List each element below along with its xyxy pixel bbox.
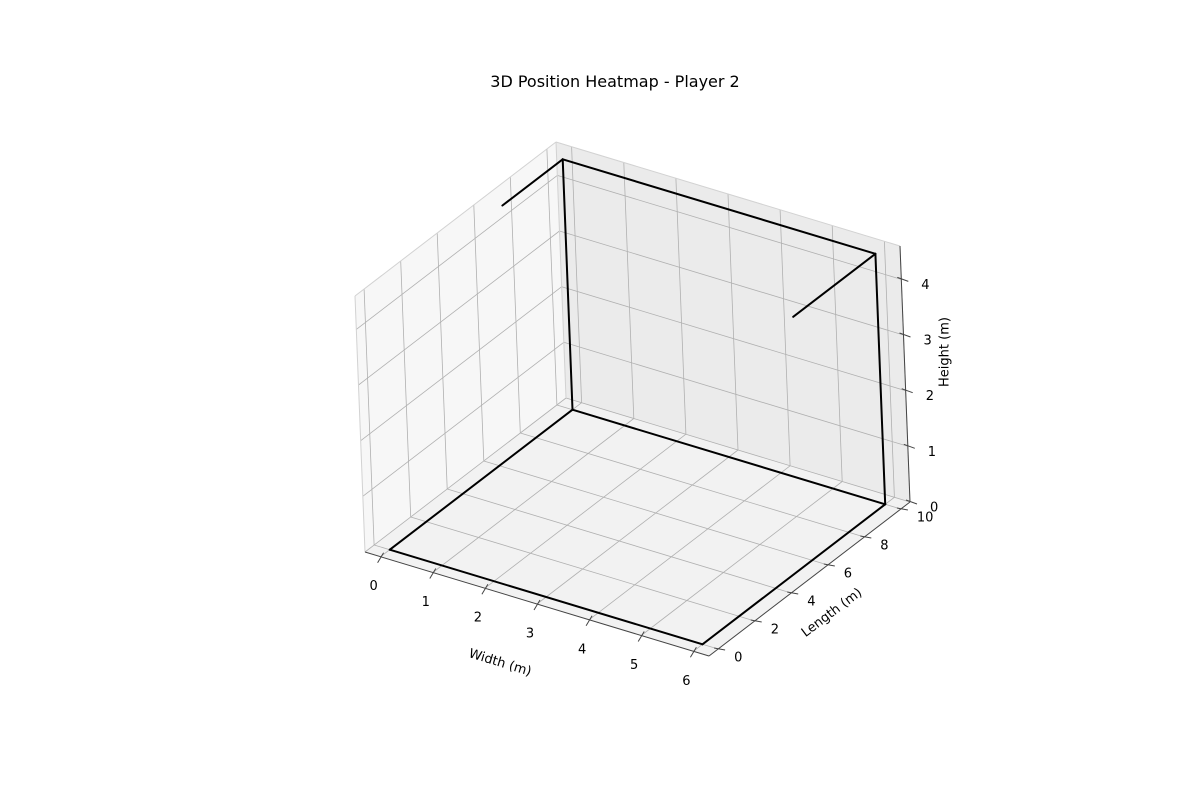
y-tick-label: 0 xyxy=(734,651,742,666)
data-line-segment-0 xyxy=(388,548,704,646)
x-axis-label: Width (m) xyxy=(467,646,533,679)
gridline-y xyxy=(520,432,865,538)
z-tick-label: 0 xyxy=(930,501,938,516)
data-line-segment-8 xyxy=(792,252,877,318)
y-tick-label: 6 xyxy=(844,567,852,582)
x-tick-label: 4 xyxy=(578,642,586,657)
data-line-segment-3 xyxy=(388,408,574,551)
y-axis-tick xyxy=(787,591,799,595)
x-axis-tick xyxy=(533,599,541,611)
data-line-segment-6 xyxy=(561,158,877,255)
gridline-y xyxy=(509,176,521,434)
gridline-z xyxy=(561,286,906,392)
gridline-x xyxy=(432,418,635,573)
pane-edge xyxy=(555,141,567,399)
gridline-z xyxy=(362,341,565,497)
y-axis-tick xyxy=(823,563,835,567)
z-tick-label: 1 xyxy=(928,445,936,460)
gridline-x xyxy=(484,433,687,589)
y-tick-label: 10 xyxy=(917,511,934,526)
gridline-z xyxy=(557,175,902,280)
gridline-x xyxy=(831,225,843,482)
y-axis-tick xyxy=(860,535,872,539)
z-axis-tick xyxy=(905,499,918,505)
gridline-y xyxy=(473,204,485,462)
gridline-x xyxy=(727,193,739,451)
chart-title: 3D Position Heatmap - Player 2 xyxy=(490,72,740,91)
data-line-segment-4 xyxy=(561,158,574,411)
gridline-x xyxy=(623,162,635,419)
gridline-y xyxy=(447,488,792,594)
x-tick-label: 1 xyxy=(422,595,430,610)
gridline-x xyxy=(675,178,687,435)
z-axis-tick xyxy=(897,276,909,282)
gridline-y xyxy=(436,232,448,490)
z-axis-tick xyxy=(901,388,913,394)
data-line-segment-5 xyxy=(874,252,887,506)
x-axis-tick xyxy=(637,631,645,642)
x-tick-label: 0 xyxy=(369,579,377,594)
gridline-y xyxy=(400,260,412,518)
x-axis-line xyxy=(364,551,710,657)
y-tick-label: 8 xyxy=(880,539,888,554)
data-lines xyxy=(388,158,887,646)
y-tick-label: 4 xyxy=(807,595,815,610)
data-line-segment-1 xyxy=(701,503,887,646)
gridline-y xyxy=(410,516,755,622)
gridline-z xyxy=(360,286,562,442)
gridline-x xyxy=(588,465,791,621)
z-axis-label: Height (m) xyxy=(938,317,953,387)
gridline-x xyxy=(779,209,791,466)
gridline-z xyxy=(565,397,911,503)
data-line-segment-7 xyxy=(501,158,564,207)
y-axis-tick xyxy=(750,619,762,623)
z-tick-label: 2 xyxy=(926,389,934,404)
y-axis-line xyxy=(708,501,911,657)
axis-panes xyxy=(355,142,910,656)
pane-edge xyxy=(354,295,366,553)
x-axis-tick xyxy=(585,615,593,627)
gridline-x xyxy=(640,481,843,636)
x-axis-tick xyxy=(429,568,437,579)
x-tick-label: 6 xyxy=(682,674,690,689)
x-tick-label: 2 xyxy=(474,611,482,626)
gridline-y xyxy=(546,148,558,406)
z-axis-tick xyxy=(899,332,911,338)
z-tick-label: 3 xyxy=(924,334,932,349)
gridline-z xyxy=(563,341,908,447)
data-line-segment-2 xyxy=(571,408,887,506)
gridline-y xyxy=(363,288,375,546)
y-tick-label: 2 xyxy=(771,623,779,638)
pane-edge xyxy=(354,141,557,297)
gridline-x xyxy=(536,449,739,605)
y-axis-tick xyxy=(896,507,908,511)
gridline-x xyxy=(571,146,582,403)
gridline-z xyxy=(358,230,560,386)
x-axis-tick xyxy=(689,647,697,658)
gridline-z xyxy=(364,397,567,553)
gridline-y xyxy=(483,460,828,566)
z-tick-label: 4 xyxy=(921,278,929,293)
x-tick-label: 3 xyxy=(526,627,534,642)
pane-edge xyxy=(555,141,901,247)
y-axis-tick xyxy=(714,647,726,651)
x-axis-tick xyxy=(481,583,489,595)
gridline-z xyxy=(559,230,904,336)
gridline-x xyxy=(884,241,895,498)
x-tick-label: 5 xyxy=(630,658,638,673)
gridline-z xyxy=(356,175,558,330)
z-axis-line xyxy=(899,245,911,503)
z-axis-tick xyxy=(903,443,915,449)
x-axis-tick xyxy=(377,552,385,563)
